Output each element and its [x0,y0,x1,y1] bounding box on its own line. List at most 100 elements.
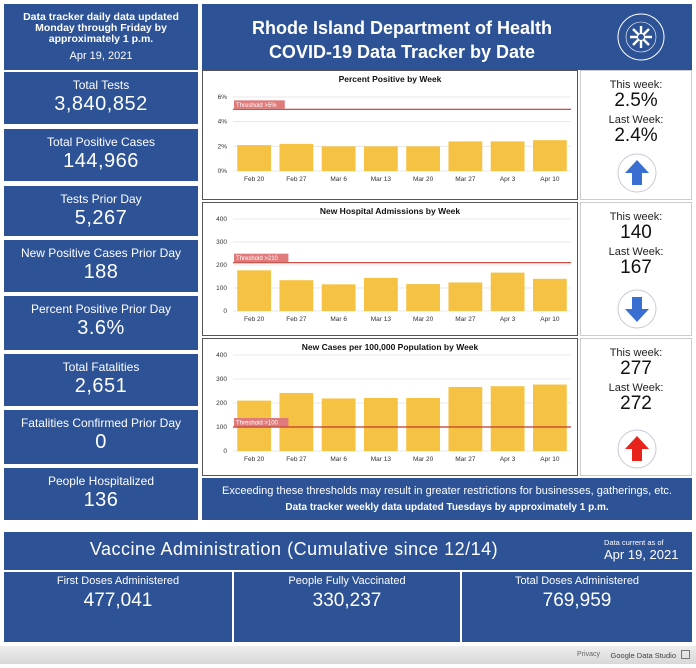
x-tick-label: Apr 10 [540,176,560,183]
data-studio-link[interactable]: Google Data Studio [610,651,676,660]
x-tick-label: Apr 3 [500,316,516,323]
vaccine-label: First Doses Administered [56,575,180,587]
stat-label: New Positive Cases Prior Day [20,246,182,260]
x-tick-label: Mar 27 [455,456,476,463]
fullscreen-icon[interactable] [681,650,690,659]
bar [321,284,356,311]
vaccine-value: 769,959 [542,590,612,611]
threshold-label: Threshold >210 [236,256,279,262]
page-title: Rhode Island Department of Health [251,18,553,38]
chart-panel: New Cases per 100,000 Population by Week… [202,338,578,476]
y-tick-label: 400 [216,216,227,223]
ri-health-seal-icon [617,13,665,61]
update-date: Apr 19, 2021 [69,50,133,62]
x-tick-label: Mar 13 [371,176,392,183]
this-week-label: This week: [609,211,663,223]
stat-card: New Positive Cases Prior Day 188 [4,240,198,292]
stat-card: Percent Positive Prior Day 3.6% [4,296,198,350]
y-tick-label: 300 [216,239,227,246]
last-week-label: Last Week: [608,382,664,394]
x-tick-label: Mar 6 [330,316,347,323]
stat-label: People Hospitalized [47,474,155,488]
vaccine-card: First Doses Administered 477,041 [4,572,232,642]
stat-value: 5,267 [74,207,128,229]
x-tick-label: Mar 6 [330,176,347,183]
y-tick-label: 300 [216,376,227,383]
threshold-label-bg [234,253,289,263]
y-tick-label: 4% [218,119,228,126]
stat-value: 3.6% [77,317,125,339]
privacy-link[interactable]: Privacy [577,651,600,658]
data-current-label: Data current as of [604,538,664,547]
x-tick-label: Feb 20 [244,456,265,463]
x-tick-label: Mar 27 [455,316,476,323]
stat-value: 136 [83,489,119,511]
bar [321,146,356,171]
stat-card: Total Positive Cases 144,966 [4,129,198,181]
vaccine-label: Total Doses Administered [514,575,640,587]
data-current-date: Apr 19, 2021 [604,547,679,562]
report-footer: Privacy Google Data Studio [0,646,696,664]
x-tick-label: Feb 27 [286,176,307,183]
up-arrow-icon [617,153,657,193]
vaccine-label: People Fully Vaccinated [288,575,406,587]
y-tick-label: 0 [223,308,227,315]
x-tick-label: Mar 27 [455,176,476,183]
this-week-value: 277 [620,358,652,379]
y-tick-label: 6% [218,94,228,101]
bar-chart: New Cases per 100,000 Population by Week… [216,342,571,463]
chart-title: Percent Positive by Week [339,74,442,84]
vaccine-card: People Fully Vaccinated 330,237 [234,572,460,642]
bar [448,386,483,451]
stat-card: People Hospitalized 136 [4,468,198,520]
threshold-banner: Exceeding these thresholds may result in… [202,478,692,520]
vaccine-value: 477,041 [83,590,153,611]
page-subtitle: COVID-19 Data Tracker by Date [268,42,536,62]
vaccine-value: 330,237 [312,590,382,611]
stat-label: Fatalities Confirmed Prior Day [20,416,182,430]
bar [279,143,314,171]
y-tick-label: 0% [218,168,228,175]
last-week-value: 167 [620,257,652,278]
threshold-label: Threshold >100 [236,421,279,427]
bar [279,280,314,311]
x-tick-label: Feb 27 [286,456,307,463]
x-tick-label: Apr 3 [500,176,516,183]
bar [363,146,398,171]
y-tick-label: 100 [216,424,227,431]
bar [490,141,525,171]
threshold-note: Exceeding these thresholds may result in… [221,485,672,497]
y-tick-label: 0 [223,448,227,455]
stat-label: Percent Positive Prior Day [30,302,172,316]
stat-card: Total Fatalities 2,651 [4,354,198,406]
x-tick-label: Mar 20 [413,456,434,463]
bar [532,278,567,311]
update-note-panel: Data tracker daily data updated Monday t… [4,4,198,70]
stat-value: 144,966 [63,150,139,172]
x-tick-label: Apr 10 [540,456,560,463]
stat-value: 0 [95,431,107,453]
threshold-label-bg [234,100,285,109]
bar [448,141,483,171]
update-note: Data tracker daily data updated Monday t… [23,11,179,45]
bar [490,386,525,451]
y-tick-label: 2% [218,143,228,150]
x-tick-label: Mar 13 [371,456,392,463]
x-tick-label: Feb 27 [286,316,307,323]
this-week-label: This week: [609,347,663,359]
this-week-value: 2.5% [614,90,658,111]
stat-label: Total Positive Cases [46,135,156,149]
last-week-label: Last Week: [608,246,664,258]
title-banner: Rhode Island Department of Health COVID-… [202,4,692,70]
y-tick-label: 400 [216,352,227,359]
chart-panel: New Hospital Admissions by Week 0 100 200 30… [202,202,578,336]
vaccine-header: Vaccine Administration (Cumulative since… [4,532,692,570]
threshold-label-bg [234,418,289,427]
bar [532,384,567,451]
threshold-label: Threshold >5% [236,103,277,109]
bar-chart: Percent Positive by Week 0% 2% 4% 6% Feb 20 Fe… [218,74,571,183]
bar [237,270,272,311]
stat-card: Tests Prior Day 5,267 [4,186,198,236]
down-arrow-icon [617,289,657,329]
stat-label: Total Tests [72,78,130,92]
